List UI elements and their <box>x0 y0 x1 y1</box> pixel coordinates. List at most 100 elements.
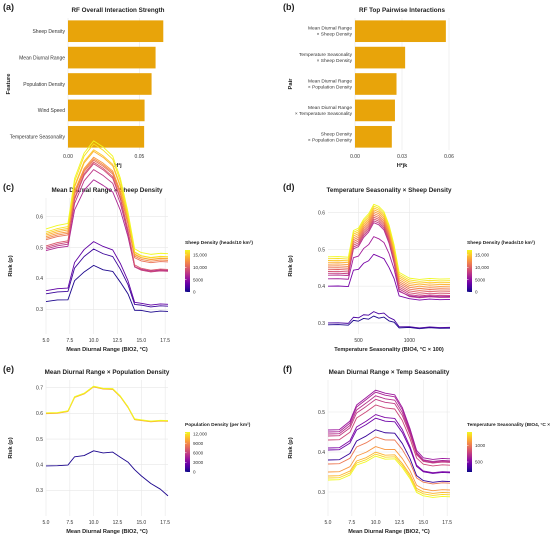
y-axis-label: Pair <box>288 78 294 90</box>
y-tick-label: 0.5 <box>36 245 43 251</box>
x-axis-label: Temperature Seasonality (BIO4, °C × 100) <box>334 347 444 353</box>
legend-tick-label: 0 <box>475 290 478 295</box>
legend-tick-label: 9000 <box>193 441 204 446</box>
legend-tick-label: 15,000 <box>475 253 489 258</box>
x-tick-label: 17.5 <box>442 520 452 526</box>
legend-tick-label: 0 <box>193 290 196 295</box>
panel-label-f: (f) <box>283 364 292 374</box>
series-line <box>45 241 169 306</box>
y-tick-label: × Population Density <box>308 137 353 143</box>
series-line <box>45 179 169 272</box>
chart-svg-b: RF Top Pairwise Interactions 0.00 0.03 0.06… <box>288 7 454 169</box>
series-line <box>45 385 169 422</box>
x-tick-label: 0.06 <box>444 154 454 160</box>
series-line <box>45 385 169 422</box>
chart-svg-c: Mean Diurnal Range × Sheep Density 5.0 7.5… <box>8 140 253 353</box>
bar <box>68 125 145 148</box>
legend-tick-label: 5000 <box>475 277 486 282</box>
x-axis-label: H²jk <box>397 162 408 169</box>
y-axis-label: Risk (p) <box>8 255 14 276</box>
y-tick-label: Mean Diurnal Range <box>308 105 352 111</box>
y-tick-label: Sheep Density <box>32 29 65 35</box>
y-tick-label: × Population Density <box>308 85 353 91</box>
y-tick-label: Temperature Seasonality <box>10 135 66 141</box>
chart-svg-d: Temperature Seasonality × Sheep Density 5… <box>288 187 535 353</box>
series-line <box>45 140 169 255</box>
panel-e-line-chart: Mean Diurnal Range × Population Density 5… <box>0 362 270 544</box>
bar <box>68 46 156 69</box>
bar <box>68 99 145 122</box>
legend-tick-label: 500 <box>475 460 483 465</box>
x-tick-label: 12.5 <box>395 520 405 526</box>
x-tick-label: 7.5 <box>66 338 73 344</box>
y-tick-label: 0.3 <box>318 321 325 327</box>
x-tick-label: 7.5 <box>348 520 355 526</box>
y-tick-label: 0.6 <box>36 411 43 417</box>
series-line <box>327 414 451 474</box>
legend-tick-label: 1000 <box>475 443 486 448</box>
chart-title-e: Mean Diurnal Range × Population Density <box>45 369 170 376</box>
panel-label-c: (c) <box>3 182 14 192</box>
y-axis-label: Feature <box>6 73 12 95</box>
y-tick-label: Wind Speed <box>38 108 65 114</box>
legend-tick-label: 10,000 <box>475 265 489 270</box>
y-tick-label: 0.5 <box>36 437 43 443</box>
panel-a-bar-chart: RF Overall Interaction Strength 0.00 0.05 S… <box>0 0 270 180</box>
y-tick-label: × Temperature Seasonality <box>295 111 353 117</box>
x-tick-label: 17.5 <box>160 338 170 344</box>
x-axis-label: H²j <box>114 162 122 169</box>
x-tick-label: 10.0 <box>89 338 99 344</box>
series-line <box>327 451 451 494</box>
panel-label-e: (e) <box>3 364 14 374</box>
y-tick-label: Sheep Density <box>321 131 353 137</box>
panel-d-line-chart: Temperature Seasonality × Sheep Density 5… <box>280 180 550 362</box>
y-axis-label: Risk (p) <box>288 255 294 276</box>
chart-svg-f: Mean Diurnal Range × Temp Seasonality 5.0… <box>288 369 550 535</box>
legend-title: Temperature Seasonality (BIO4, °C × 100) <box>467 422 550 428</box>
legend-tick-label: 10,000 <box>193 265 207 270</box>
series-line <box>45 169 169 273</box>
y-axis-label: Risk (p) <box>8 437 14 458</box>
series-line <box>45 143 169 258</box>
y-tick-label: 0.6 <box>318 211 325 217</box>
y-tick-label: 0.4 <box>318 284 325 290</box>
series-line <box>327 446 451 492</box>
legend-tick-label: 12,000 <box>193 431 207 436</box>
series-line <box>327 389 451 460</box>
x-tick-label: 0.00 <box>63 154 73 160</box>
legend-title: Sheep Density (heads/10 km²) <box>467 240 535 246</box>
panel-f-line-chart: Mean Diurnal Range × Temp Seasonality 5.0… <box>280 362 550 544</box>
x-tick-label: 5.0 <box>43 520 50 526</box>
series-line <box>327 455 451 498</box>
series-line <box>45 450 169 497</box>
panel-b-bar-chart: RF Top Pairwise Interactions 0.00 0.03 0.06… <box>280 0 550 180</box>
legend-colorbar <box>185 250 190 292</box>
legend-tick-label: 3000 <box>193 460 204 465</box>
y-tick-label: 0.4 <box>36 462 43 468</box>
series-line <box>327 391 451 462</box>
series-line <box>327 311 451 329</box>
series-line <box>327 315 451 330</box>
series-line <box>327 253 451 301</box>
x-tick-label: 7.5 <box>66 520 73 526</box>
y-axis-label: Risk (p) <box>288 437 294 458</box>
y-tick-label: 0.4 <box>318 450 325 456</box>
series-line <box>45 264 169 313</box>
y-tick-label: Mean Diurnal Range <box>308 79 352 85</box>
x-tick-label: 15.0 <box>418 520 428 526</box>
chart-title-a: RF Overall Interaction Strength <box>71 7 164 14</box>
series-line <box>45 386 169 423</box>
panel-label-b: (b) <box>283 2 295 12</box>
panel-label-d: (d) <box>283 182 295 192</box>
chart-title-c: Mean Diurnal Range × Sheep Density <box>51 187 163 194</box>
series-line <box>45 161 169 271</box>
series-line <box>45 163 169 273</box>
legend-colorbar <box>467 250 472 292</box>
chart-title-d: Temperature Seasonality × Sheep Density <box>327 187 452 194</box>
chart-svg-e: Mean Diurnal Range × Population Density 5… <box>8 369 251 535</box>
series-line <box>45 248 169 308</box>
y-tick-label: 0.5 <box>318 247 325 253</box>
y-tick-label: Temperature Seasonality <box>299 52 353 58</box>
legend-colorbar <box>467 432 472 472</box>
legend-tick-label: 0 <box>193 470 196 475</box>
